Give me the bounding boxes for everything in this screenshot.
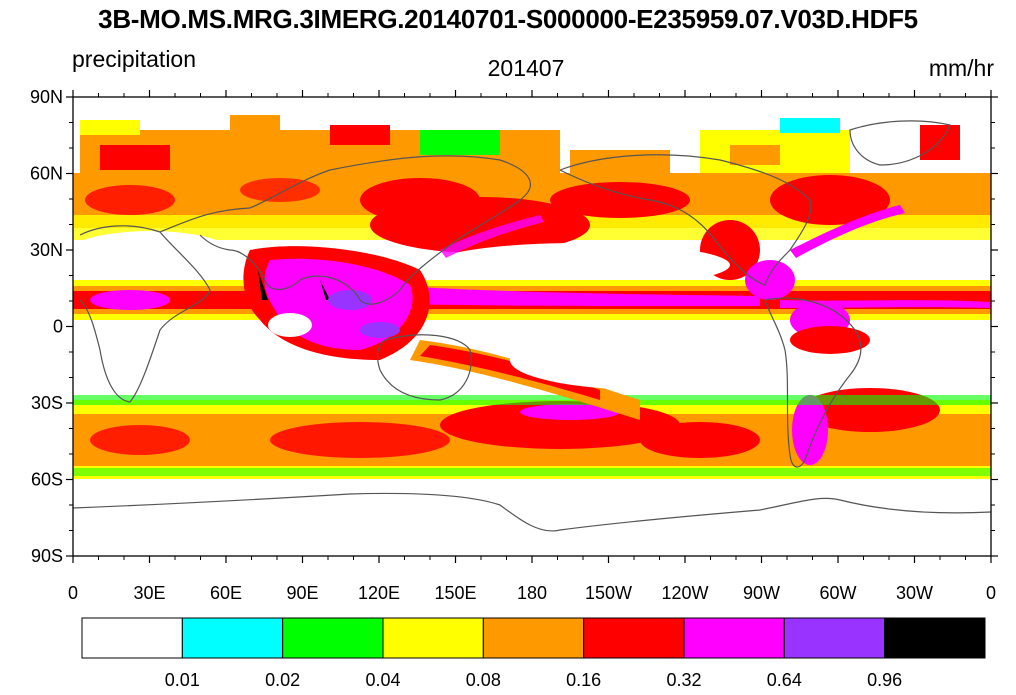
gulf-stream <box>790 205 905 258</box>
map-title: 3B-MO.MS.MRG.3IMERG.20140701-S000000-E23… <box>98 4 918 34</box>
colorbar-swatch <box>482 617 585 659</box>
colorbar-label: 0.64 <box>767 670 802 690</box>
colorbar-swatch <box>282 617 384 659</box>
itcz-band <box>73 280 991 320</box>
colorbar-swatch <box>382 617 484 659</box>
units-label: mm/hr <box>928 55 994 81</box>
colorbar: 0.01 0.02 0.04 0.08 0.16 0.32 0.64 0.96 <box>81 617 986 690</box>
lon-tick-label: 60W <box>819 583 856 603</box>
colorbar-swatch <box>683 617 785 659</box>
lat-axis: 90N 60N 30N 0 30S 60S 90S <box>30 87 998 566</box>
southern-storm-track <box>73 388 991 479</box>
central-america-convection <box>745 260 795 300</box>
lon-tick-label: 150W <box>585 583 632 603</box>
colorbar-swatch <box>583 617 685 659</box>
sahara-dry <box>73 231 235 279</box>
lon-tick-label: 60E <box>210 583 242 603</box>
lon-tick-label: 0 <box>986 583 996 603</box>
africa-coastline <box>79 225 211 403</box>
lat-tick-label: 60S <box>31 470 63 490</box>
colorbar-label: 0.16 <box>566 670 601 690</box>
north-america-coastline <box>559 154 812 286</box>
lon-tick-label: 30E <box>133 583 165 603</box>
lat-tick-label: 90S <box>31 546 63 566</box>
lon-tick-label: 30W <box>896 583 933 603</box>
colorbar-label: 0.08 <box>466 670 501 690</box>
coastlines <box>72 120 992 532</box>
colorbar-label: 0.01 <box>165 670 200 690</box>
colorbar-label: 0.04 <box>365 670 400 690</box>
lon-tick-label: 120E <box>358 583 400 603</box>
antarctica-coastline <box>72 492 992 532</box>
australia-coastline <box>376 334 472 401</box>
colorbar-swatch <box>81 617 183 659</box>
colorbar-swatch <box>884 617 986 659</box>
lon-axis: 0 30E 60E 90E 120E 150E 180 150W 120W 90W 60W 30W 0 <box>68 90 996 603</box>
lon-tick-label: 90W <box>743 583 780 603</box>
lon-tick-label: 0 <box>68 583 78 603</box>
warm-pool-convection <box>243 246 430 360</box>
lat-tick-label: 0 <box>53 317 63 337</box>
lat-tick-label: 30S <box>31 393 63 413</box>
greenland-coastline <box>849 120 951 166</box>
eurasia-coastline <box>159 155 531 305</box>
colorbar-label: 0.32 <box>666 670 701 690</box>
south-america-coastline <box>764 297 862 468</box>
variable-label: precipitation <box>72 46 197 72</box>
lon-tick-label: 150E <box>434 583 476 603</box>
colorbar-label: 0.96 <box>867 670 902 690</box>
colorbar-label: 0.02 <box>265 670 300 690</box>
precipitation-field <box>73 173 991 479</box>
colorbar-swatch <box>181 617 284 659</box>
arctic-data <box>80 115 960 173</box>
lat-tick-label: 90N <box>30 87 63 107</box>
date-label: 201407 <box>487 55 565 81</box>
colorbar-swatch <box>783 617 886 659</box>
lon-tick-label: 90E <box>286 583 318 603</box>
lat-tick-label: 30N <box>30 240 63 260</box>
lon-tick-label: 120W <box>661 583 708 603</box>
lat-tick-label: 60N <box>30 164 63 184</box>
lon-tick-label: 180 <box>517 583 547 603</box>
